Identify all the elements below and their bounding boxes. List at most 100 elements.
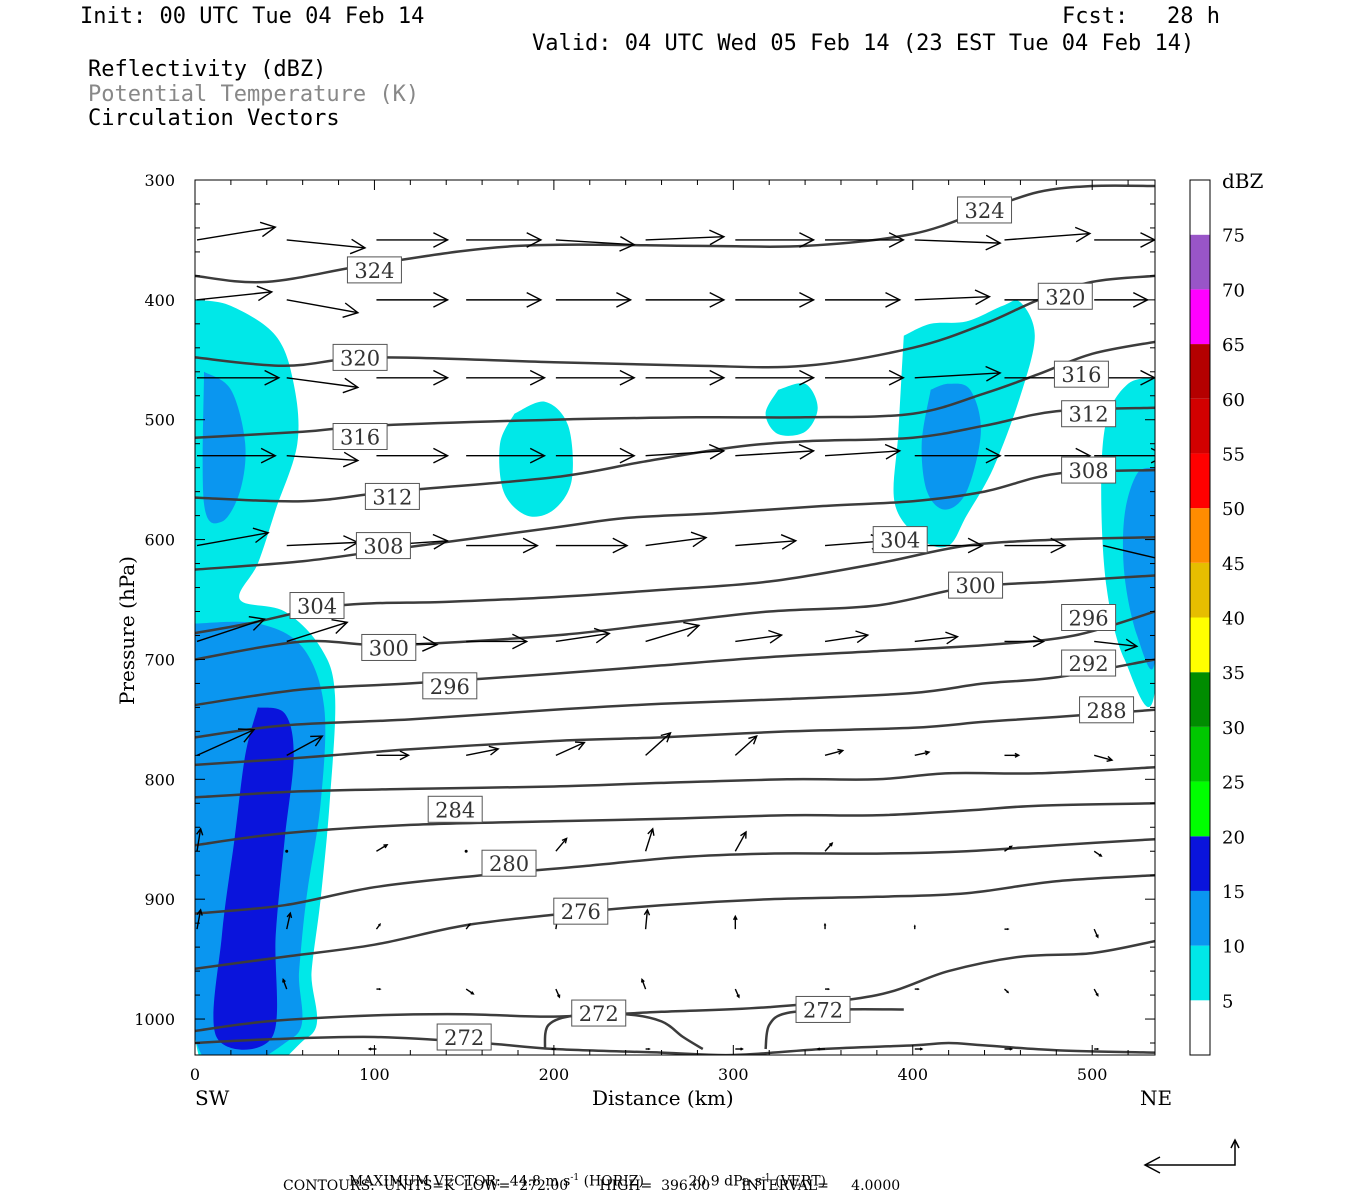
theta-contour-layer <box>195 184 1155 1055</box>
circulation-vector <box>734 830 747 852</box>
vector-head <box>736 994 740 999</box>
vector-shaft <box>645 536 707 547</box>
x-tick-label: 200 <box>539 1065 570 1084</box>
vector-head <box>342 451 360 468</box>
colorbar-label: 10 <box>1222 937 1245 958</box>
vector-head <box>799 232 816 248</box>
reflectivity-region-10dbz <box>1122 467 1155 670</box>
vector-shaft <box>286 735 323 756</box>
circulation-vector <box>1004 928 1010 931</box>
vector-head <box>985 234 1002 251</box>
circulation-vector <box>816 1047 826 1051</box>
init-time: Init: 00 UTC Tue 04 Feb 14 <box>80 4 425 29</box>
colorbar-label: 15 <box>1222 882 1245 903</box>
vector-head <box>378 923 381 927</box>
colorbar-label: 30 <box>1222 718 1245 739</box>
theta-label-box <box>364 482 420 510</box>
colorbar-swatch <box>1190 180 1210 235</box>
contour-label-layer: 324 324 320 320 316 316 312 312 308 308 304 304 300 3… <box>289 196 1135 1051</box>
vector-head <box>196 908 203 916</box>
vector-head <box>433 291 450 308</box>
colorbar-swatch <box>1190 672 1210 727</box>
vector-head <box>709 229 726 246</box>
theta-label-320: 320 <box>340 346 380 370</box>
circulation-vector <box>1004 1047 1014 1051</box>
vector-head <box>264 369 281 386</box>
vector-head <box>798 443 816 460</box>
vector-head <box>1006 928 1010 931</box>
circulation-vector <box>645 531 708 548</box>
vector-head <box>612 537 629 554</box>
y-tick-label: 1000 <box>134 1010 175 1029</box>
vector-head <box>512 633 529 650</box>
ne-end-label: NE <box>1140 1086 1172 1110</box>
vector-head <box>399 750 411 761</box>
circulation-vector <box>1094 638 1139 652</box>
theta-label-box <box>1061 456 1117 484</box>
vector-shaft <box>196 532 269 547</box>
vector-head <box>780 534 798 550</box>
theta-label-316: 316 <box>340 426 380 450</box>
circulation-vector <box>376 369 450 386</box>
vector-head <box>488 745 500 756</box>
vector-head <box>1095 993 1099 997</box>
circulation-vector <box>376 447 450 464</box>
vector-shaft <box>196 291 272 301</box>
circulation-vector <box>286 238 367 255</box>
vector-head <box>616 291 633 308</box>
circulation-vector <box>1093 850 1103 857</box>
vector-shaft <box>1094 754 1113 761</box>
theta-label-box <box>332 343 388 371</box>
field-circulation-vectors: Circulation Vectors <box>88 106 340 131</box>
vector-head <box>683 621 701 638</box>
vector-head <box>828 842 834 847</box>
vector-shaft <box>735 634 782 643</box>
vector-shaft <box>914 635 958 643</box>
valid-time: Valid: 04 UTC Wed 05 Feb 14 (23 EST Tue … <box>532 31 1195 56</box>
max-vector-line: MAXIMUM VECTOR: 44.8 m s-1 (HORIZ) 20.9 … <box>340 1160 826 1189</box>
vector-head <box>740 830 747 839</box>
circulation-vector <box>914 447 1002 464</box>
circulation-vector <box>735 534 798 550</box>
theta-label-284: 284 <box>435 798 475 822</box>
vector-shaft <box>466 748 499 757</box>
circulation-vector <box>466 369 547 386</box>
circulation-vector <box>1093 928 1099 939</box>
circulation-vector <box>376 987 382 991</box>
reflectivity-region-10dbz <box>202 371 246 524</box>
circulation-vector <box>735 369 816 386</box>
vector-head <box>467 923 471 927</box>
colorbar-label: 35 <box>1222 663 1245 684</box>
vector-shaft <box>645 236 724 241</box>
circulation-vector <box>1004 752 1021 758</box>
vector-head <box>1050 537 1067 554</box>
vector-shaft <box>644 909 649 930</box>
theta-label-box <box>571 999 627 1027</box>
vector-head <box>768 629 784 644</box>
theta-label-312: 312 <box>1069 403 1109 427</box>
vector-head <box>282 978 286 983</box>
y-tick-label: 800 <box>144 770 175 789</box>
circulation-vector <box>645 621 701 643</box>
vector-head <box>422 636 439 652</box>
vector-head <box>855 630 870 644</box>
circulation-vector <box>196 827 204 852</box>
theta-label-300: 300 <box>956 574 996 598</box>
vector-shaft <box>1103 544 1155 559</box>
vector-shaft <box>196 618 265 643</box>
circulation-vector <box>555 837 568 852</box>
theta-contour-296 <box>195 610 1155 707</box>
vector-head <box>641 978 645 983</box>
circulation-vector <box>1004 988 1010 994</box>
vector-head <box>985 365 1002 382</box>
max-vector-horiz: 44.8 m s <box>509 1173 571 1190</box>
circulation-vector <box>367 1047 377 1051</box>
vector-shaft <box>735 540 796 547</box>
reflectivity-region-5dbz <box>765 383 818 436</box>
circulation-vector <box>286 451 360 468</box>
theta-contour-288 <box>195 708 1155 767</box>
circulation-vector <box>555 537 629 554</box>
vector-head <box>526 232 543 248</box>
circulation-vector <box>555 627 611 644</box>
vector-head <box>799 369 816 386</box>
